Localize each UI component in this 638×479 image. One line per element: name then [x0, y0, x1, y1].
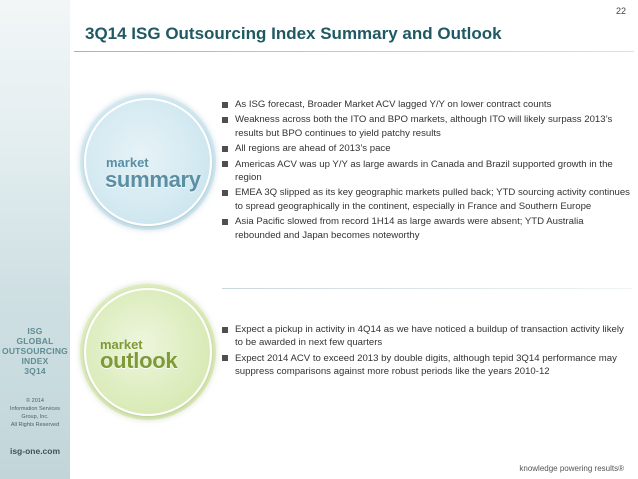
- bullet-square-icon: [222, 145, 228, 152]
- bullet-square-icon: [222, 355, 228, 362]
- bullet-square-icon: [222, 218, 228, 225]
- summary-small-label: market: [106, 155, 149, 170]
- logo-line: INDEX: [21, 356, 49, 366]
- bullet-text: As ISG forecast, Broader Market ACV lagg…: [235, 99, 552, 110]
- list-item: Americas ACV was up Y/Y as large awards …: [221, 158, 631, 185]
- list-item: EMEA 3Q slipped as its key geographic ma…: [221, 186, 631, 213]
- list-item: Expect 2014 ACV to exceed 2013 by double…: [221, 352, 631, 379]
- copyright-line: Group, Inc.: [21, 414, 49, 420]
- bullet-text: EMEA 3Q slipped as its key geographic ma…: [235, 187, 630, 212]
- bullet-square-icon: [222, 326, 228, 333]
- list-item: Expect a pickup in activity in 4Q14 as w…: [221, 323, 631, 350]
- title-divider: [74, 51, 634, 52]
- copyright-line: All Rights Reserved: [10, 422, 60, 428]
- copyright-line: Information Services: [9, 406, 61, 412]
- copyright-line: © 2014: [26, 398, 44, 404]
- list-item: Asia Pacific slowed from record 1H14 as …: [221, 215, 631, 242]
- bullet-text: Expect 2014 ACV to exceed 2013 by double…: [235, 352, 617, 378]
- sidebar: ISG GLOBAL OUTSOURCING INDEX 3Q14 © 2014…: [0, 0, 70, 479]
- page-title: 3Q14 ISG Outsourcing Index Summary and O…: [85, 24, 502, 43]
- logo-line: ISG: [27, 326, 43, 336]
- bullet-square-icon: [222, 189, 228, 196]
- website-link[interactable]: isg-one.com: [9, 446, 61, 456]
- bullet-text: Asia Pacific slowed from record 1H14 as …: [235, 216, 584, 241]
- outlook-circle-ring: [84, 288, 212, 416]
- logo-line: 3Q14: [24, 366, 46, 376]
- copyright-notice: © 2014 Information Services Group, Inc. …: [0, 397, 70, 429]
- bullet-square-icon: [222, 116, 228, 123]
- list-item: All regions are ahead of 2013’s pace: [221, 142, 631, 155]
- isg-index-logo: ISG GLOBAL OUTSOURCING INDEX 3Q14: [0, 326, 70, 376]
- bullet-text: Weakness across both the ITO and BPO mar…: [235, 114, 613, 139]
- logo-line: OUTSOURCING: [2, 346, 68, 356]
- outlook-big-label: outlook: [100, 348, 178, 373]
- tagline: knowledge powering results®: [519, 464, 624, 473]
- outlook-small-label: market: [100, 337, 143, 352]
- list-item: Weakness across both the ITO and BPO mar…: [221, 113, 631, 140]
- page-number: 22: [615, 6, 626, 16]
- logo-line: GLOBAL: [16, 336, 54, 346]
- summary-bullet-list: As ISG forecast, Broader Market ACV lagg…: [221, 98, 631, 244]
- summary-circle-ring: [84, 98, 212, 226]
- bullet-text: Expect a pickup in activity in 4Q14 as w…: [235, 324, 624, 349]
- outlook-bullet-list: Expect a pickup in activity in 4Q14 as w…: [221, 323, 631, 381]
- section-divider: [222, 288, 632, 289]
- bullet-square-icon: [222, 161, 228, 168]
- bullet-square-icon: [222, 101, 228, 108]
- bullet-text: All regions are ahead of 2013’s pace: [235, 143, 391, 155]
- list-item: As ISG forecast, Broader Market ACV lagg…: [221, 98, 631, 111]
- summary-big-label: summary: [105, 167, 201, 192]
- bullet-text: Americas ACV was up Y/Y as large awards …: [235, 158, 613, 184]
